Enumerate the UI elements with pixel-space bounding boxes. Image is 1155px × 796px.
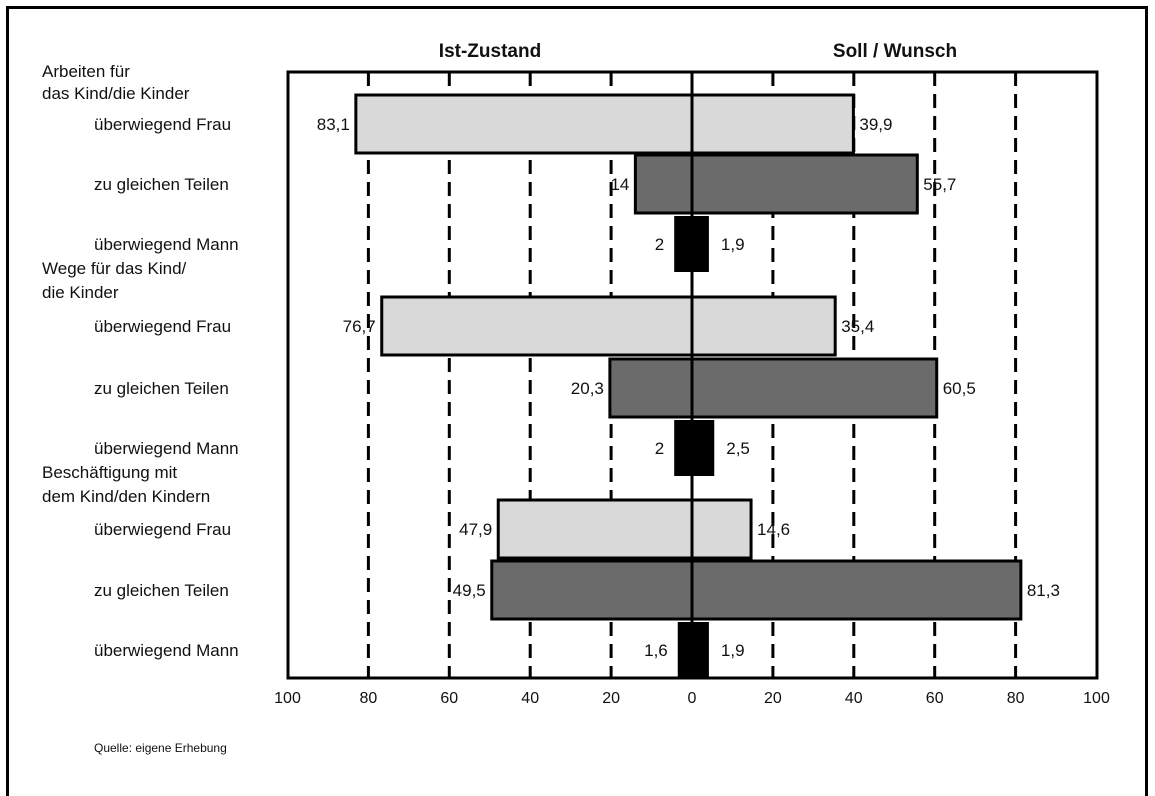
value-label-left: 20,3 — [571, 379, 604, 398]
row-label: überwiegend Mann — [94, 439, 239, 458]
bar-gleich — [608, 357, 939, 419]
row-label: überwiegend Mann — [94, 641, 239, 660]
x-tick-label: 20 — [764, 690, 782, 707]
bar-frau — [354, 93, 855, 155]
bar-gleich — [633, 153, 919, 215]
group-label: dem Kind/den Kindern — [42, 487, 210, 506]
source-note: Quelle: eigene Erhebung — [94, 741, 227, 755]
row-label: zu gleichen Teilen — [94, 581, 229, 600]
value-label-right: 35,4 — [841, 317, 874, 336]
x-tick-label: 20 — [602, 690, 620, 707]
value-label-right: 2,5 — [726, 439, 750, 458]
row-label: zu gleichen Teilen — [94, 379, 229, 398]
group-label: Wege für das Kind/ — [42, 259, 187, 278]
value-label-left: 14 — [610, 175, 629, 194]
row-label: überwiegend Frau — [94, 115, 231, 134]
bar-frau — [380, 295, 837, 357]
chart-frame — [6, 6, 1148, 796]
group-label: Beschäftigung mit — [42, 463, 177, 482]
row-label: überwiegend Frau — [94, 317, 231, 336]
value-label-right: 14,6 — [757, 520, 790, 539]
value-label-left: 2 — [655, 235, 664, 254]
bar-right-mann — [692, 420, 715, 476]
row-label: zu gleichen Teilen — [94, 175, 229, 194]
right-title: Soll / Wunsch — [833, 41, 957, 62]
value-label-left: 83,1 — [317, 115, 350, 134]
value-label-left: 1,6 — [644, 641, 668, 660]
bar-right-mann — [692, 216, 709, 272]
x-tick-label: 80 — [1007, 690, 1025, 707]
bar-left-mann — [674, 216, 692, 272]
group-label: das Kind/die Kinder — [42, 84, 190, 103]
bar-left-mann — [674, 420, 692, 476]
value-label-right: 39,9 — [859, 115, 892, 134]
value-label-right: 1,9 — [721, 641, 745, 660]
x-tick-label: 40 — [521, 690, 539, 707]
bar-left-mann — [677, 622, 692, 678]
x-tick-label: 0 — [688, 690, 697, 707]
value-label-left: 76,7 — [343, 317, 376, 336]
x-tick-label: 60 — [440, 690, 458, 707]
group-label: die Kinder — [42, 283, 119, 302]
bar-right-mann — [692, 622, 709, 678]
row-label: überwiegend Mann — [94, 235, 239, 254]
left-title: Ist-Zustand — [439, 41, 541, 62]
value-label-right: 55,7 — [923, 175, 956, 194]
value-label-left: 47,9 — [459, 520, 492, 539]
group-label: Arbeiten für — [42, 62, 130, 81]
row-label: überwiegend Frau — [94, 520, 231, 539]
value-label-right: 60,5 — [943, 379, 976, 398]
value-label-left: 2 — [655, 439, 664, 458]
value-label-right: 81,3 — [1027, 581, 1060, 600]
value-label-right: 1,9 — [721, 235, 745, 254]
x-tick-label: 100 — [1083, 690, 1110, 707]
bar-gleich — [490, 559, 1023, 621]
bar-frau — [496, 498, 753, 560]
x-tick-label: 40 — [845, 690, 863, 707]
x-tick-label: 80 — [360, 690, 378, 707]
x-tick-label: 100 — [274, 690, 301, 707]
value-label-left: 49,5 — [453, 581, 486, 600]
x-tick-label: 60 — [926, 690, 944, 707]
